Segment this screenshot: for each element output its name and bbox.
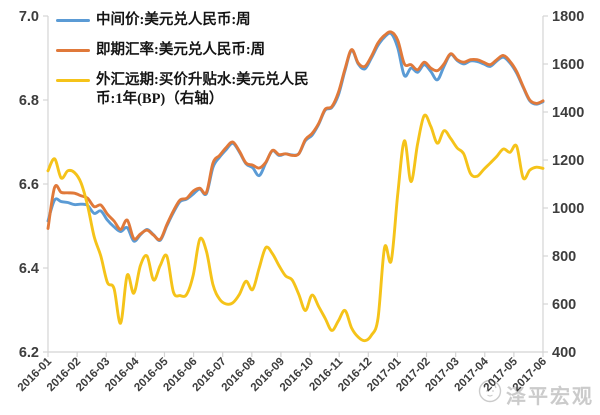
legend: 中间价:美元兑人民币:周 即期汇率:美元兑人民币:周 外汇远期:买价升贴水:美元…: [56, 11, 318, 121]
legend-swatch-yellow-line: [56, 79, 90, 83]
legend-item-midprice: 中间价:美元兑人民币:周: [56, 11, 318, 30]
y-tick-label-right: 1800: [552, 9, 584, 25]
y-tick-label-right: 800: [552, 249, 576, 265]
legend-label: 外汇远期:买价升贴水:美元兑人民币:1年(BP)（右轴）: [96, 72, 309, 108]
watermark: 泽平宏观: [477, 378, 594, 410]
y-tick-label-left: 6.6: [19, 177, 39, 193]
y-tick-label-left: 6.4: [19, 261, 39, 277]
series-line-2: [46, 113, 545, 343]
y-tick-label-left: 7.0: [19, 9, 39, 25]
legend-label: 即期汇率:美元兑人民币:周: [96, 42, 266, 59]
y-axis-left: 7.0 6.8 6.6 6.4 6.2: [19, 9, 48, 361]
legend-label: 中间价:美元兑人民币:周: [96, 12, 251, 28]
y-tick-label-left: 6.8: [19, 93, 39, 109]
legend-item-forward: 外汇远期:买价升贴水:美元兑人民币:1年(BP)（右轴）: [56, 71, 318, 109]
y-axis-right: 1800 1600 1400 1200 1000 800 600 400: [543, 9, 584, 361]
y-tick-label-right: 600: [552, 297, 576, 313]
y-tick-label-right: 1600: [552, 57, 584, 73]
y-tick-label-left: 6.2: [19, 345, 39, 361]
legend-swatch-orange-line: [56, 49, 90, 53]
y-tick-label-right: 1000: [552, 201, 584, 217]
y-tick-label-right: 1200: [552, 153, 584, 169]
legend-item-spot: 即期汇率:美元兑人民币:周: [56, 41, 318, 60]
x-axis: 2016-012016-022016-032016-042016-052016-…: [16, 352, 549, 394]
watermark-text: 泽平宏观: [506, 385, 594, 408]
y-tick-label-right: 400: [552, 345, 576, 361]
legend-swatch-blue-line: [56, 19, 90, 23]
series-line-1: [46, 30, 545, 242]
zeping-cat-logo-icon: [477, 378, 503, 410]
y-tick-label-right: 1400: [552, 105, 584, 121]
